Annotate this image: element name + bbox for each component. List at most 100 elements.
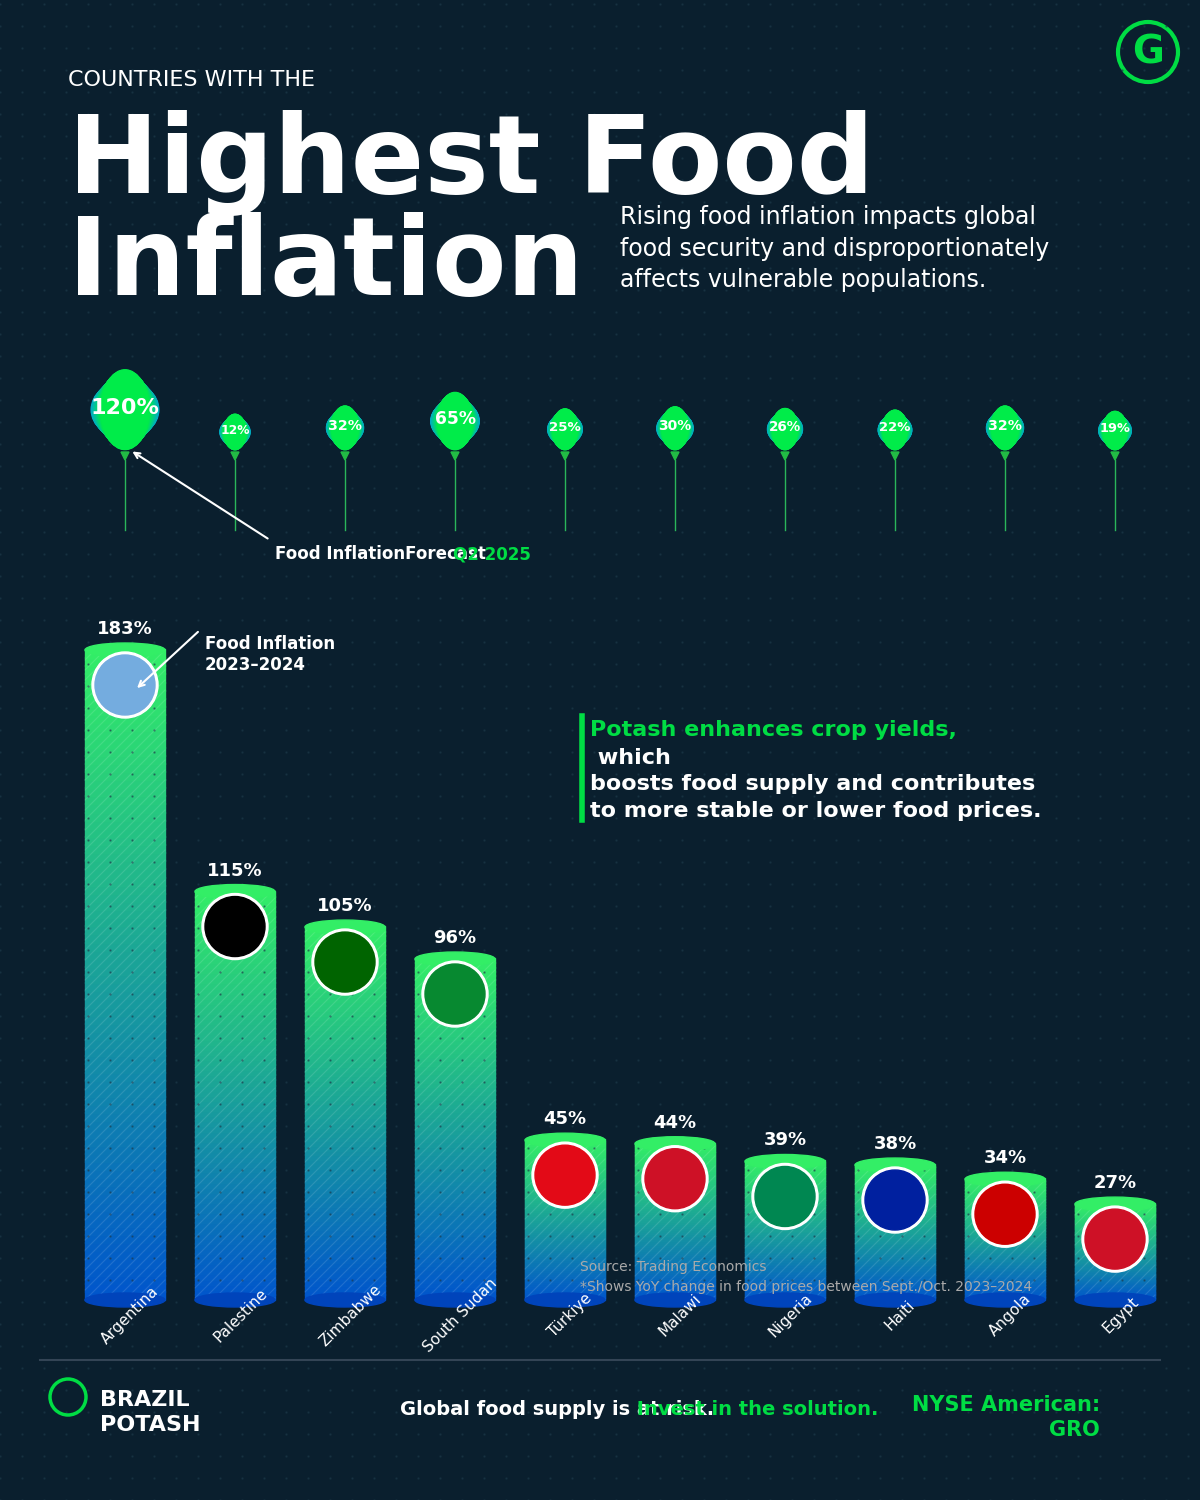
Ellipse shape (772, 410, 798, 448)
Bar (194, 1274, 275, 1280)
Bar (635, 1293, 715, 1296)
Ellipse shape (769, 413, 800, 447)
Bar (85, 1185, 166, 1194)
Ellipse shape (326, 413, 364, 444)
Bar (305, 1052, 385, 1058)
Ellipse shape (990, 408, 1020, 448)
Bar (854, 1212, 935, 1214)
Ellipse shape (662, 406, 688, 450)
Ellipse shape (878, 416, 912, 444)
Ellipse shape (552, 410, 578, 448)
Bar (194, 1084, 275, 1090)
Bar (305, 1248, 385, 1254)
Bar (85, 698, 166, 706)
Bar (1075, 1251, 1154, 1252)
Bar (415, 980, 496, 984)
Bar (305, 1126, 385, 1132)
Ellipse shape (330, 408, 360, 448)
Bar (1075, 1206, 1154, 1208)
Bar (526, 1239, 605, 1242)
Bar (305, 1118, 385, 1124)
Ellipse shape (92, 381, 158, 438)
Bar (745, 1240, 826, 1244)
Bar (1075, 1216, 1154, 1218)
Circle shape (532, 1142, 598, 1208)
Bar (415, 1090, 496, 1095)
Ellipse shape (85, 1293, 166, 1306)
Bar (854, 1200, 935, 1202)
Bar (1075, 1238, 1154, 1240)
Bar (526, 1148, 605, 1150)
Bar (194, 900, 275, 908)
Ellipse shape (880, 414, 911, 446)
Ellipse shape (221, 419, 250, 446)
Ellipse shape (854, 1293, 935, 1306)
Ellipse shape (661, 408, 689, 448)
Bar (305, 1136, 385, 1142)
Bar (1075, 1257, 1154, 1258)
Text: 65%: 65% (434, 410, 475, 428)
Ellipse shape (1099, 417, 1130, 446)
Bar (965, 1292, 1045, 1294)
Circle shape (646, 1149, 706, 1209)
Bar (305, 1020, 385, 1025)
Circle shape (535, 1144, 595, 1204)
Bar (415, 984, 496, 988)
Text: Source: Trading Economics
*Shows YoY change in food prices between Sept./Oct. 20: Source: Trading Economics *Shows YoY cha… (580, 1260, 1032, 1293)
Ellipse shape (768, 414, 802, 444)
Bar (194, 1186, 275, 1192)
Bar (526, 1215, 605, 1218)
Ellipse shape (1099, 417, 1130, 444)
Bar (854, 1266, 935, 1268)
Bar (85, 738, 166, 747)
Bar (194, 1131, 275, 1137)
Bar (635, 1191, 715, 1194)
Bar (635, 1164, 715, 1167)
Ellipse shape (772, 410, 798, 448)
Bar (854, 1190, 935, 1192)
Bar (854, 1164, 935, 1167)
Bar (85, 1218, 166, 1227)
Bar (854, 1296, 935, 1299)
Bar (194, 1100, 275, 1106)
Bar (854, 1221, 935, 1224)
Bar (854, 1185, 935, 1186)
Bar (854, 1232, 935, 1234)
Bar (415, 1179, 496, 1185)
Bar (526, 1238, 605, 1240)
Ellipse shape (415, 1293, 496, 1306)
Text: which
boosts food supply and contributes
to more stable or lower food prices.: which boosts food supply and contributes… (590, 748, 1042, 820)
Bar (526, 1298, 605, 1300)
Ellipse shape (194, 1293, 275, 1306)
Bar (1075, 1208, 1154, 1210)
Bar (305, 1281, 385, 1286)
Bar (854, 1214, 935, 1215)
Bar (745, 1197, 826, 1200)
Ellipse shape (965, 1172, 1045, 1186)
Bar (85, 788, 166, 796)
Ellipse shape (661, 408, 689, 448)
Bar (194, 1034, 275, 1040)
Bar (85, 1242, 166, 1251)
Bar (526, 1186, 605, 1190)
Ellipse shape (305, 1293, 385, 1306)
Ellipse shape (550, 413, 581, 447)
Bar (194, 936, 275, 942)
Bar (854, 1244, 935, 1246)
Bar (526, 1270, 605, 1274)
Bar (194, 1227, 275, 1233)
Ellipse shape (880, 416, 911, 446)
Bar (526, 1192, 605, 1196)
Ellipse shape (772, 410, 799, 448)
Ellipse shape (331, 406, 359, 450)
Bar (745, 1173, 826, 1176)
Bar (635, 1166, 715, 1168)
Bar (85, 933, 166, 942)
Ellipse shape (1099, 416, 1130, 446)
Ellipse shape (95, 378, 156, 442)
Bar (415, 1264, 496, 1270)
Bar (854, 1280, 935, 1281)
Bar (965, 1288, 1045, 1292)
Bar (305, 1076, 385, 1082)
Bar (85, 1178, 166, 1186)
